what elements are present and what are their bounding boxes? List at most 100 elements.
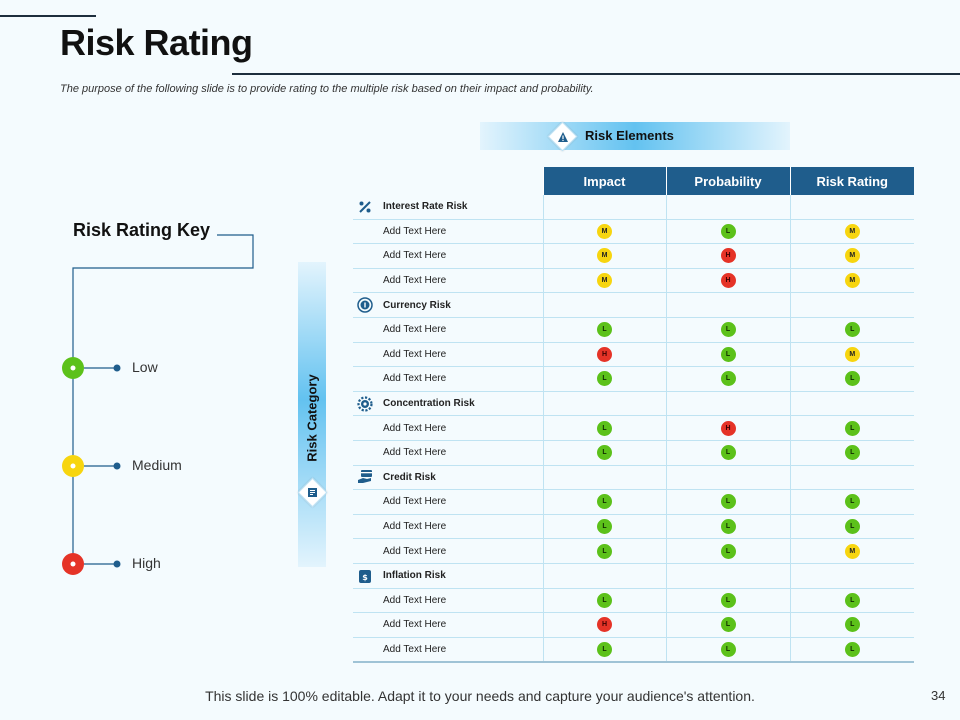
risk-category-badge xyxy=(297,477,328,508)
footer-note: This slide is 100% editable. Adapt it to… xyxy=(205,688,755,704)
empty-cell xyxy=(542,563,666,589)
rating-cell: M xyxy=(789,219,914,245)
rating-cell: L xyxy=(542,366,666,392)
risk-key-title: Risk Rating Key xyxy=(73,220,211,240)
row-label: Add Text Here xyxy=(353,489,543,515)
rating-cell: L xyxy=(542,317,666,343)
rating-dot: L xyxy=(844,494,860,510)
category-row-currency-risk: Currency Risk xyxy=(353,292,914,318)
document-icon xyxy=(308,488,317,497)
table-row: Add Text Here M H M xyxy=(353,268,914,294)
category-cell: $ Inflation Risk xyxy=(353,563,543,589)
empty-cell xyxy=(665,292,790,318)
rating-dot: L xyxy=(597,543,612,559)
title-accent-line xyxy=(0,15,96,17)
category-name: Currency Risk xyxy=(383,299,451,311)
table-row: Add Text Here L L L xyxy=(353,637,914,664)
rating-dot: L xyxy=(720,445,736,461)
rating-dot: L xyxy=(720,322,736,338)
row-label: Add Text Here xyxy=(353,317,543,343)
rating-cell: L xyxy=(789,514,914,540)
rating-cell: L xyxy=(665,538,790,564)
category-row-inflation-risk: $ Inflation Risk xyxy=(353,563,914,589)
category-cell: Concentration Risk xyxy=(353,391,543,417)
high-level-marker xyxy=(62,553,84,575)
rating-cell: L xyxy=(665,440,790,466)
rating-dot: M xyxy=(844,543,860,559)
credit-card-hand-icon xyxy=(357,469,373,485)
page-title: Risk Rating xyxy=(60,22,253,63)
risk-rating-table: Impact Probability Risk Rating Interest … xyxy=(353,167,914,664)
rating-cell: L xyxy=(542,440,666,466)
table-header-row: Impact Probability Risk Rating xyxy=(353,167,914,195)
page-number: 34 xyxy=(931,688,946,703)
rating-cell: M xyxy=(542,219,666,245)
table-row: Add Text Here H L L xyxy=(353,612,914,638)
category-cell: Currency Risk xyxy=(353,292,543,318)
risk-elements-badge xyxy=(547,121,578,152)
rating-dot: L xyxy=(844,371,860,387)
rating-cell: L xyxy=(542,588,666,614)
svg-text:$: $ xyxy=(362,573,368,582)
empty-cell xyxy=(789,195,914,220)
rating-cell: L xyxy=(665,637,790,664)
rating-cell: L xyxy=(789,588,914,614)
rating-dot: L xyxy=(720,371,736,387)
row-label: Add Text Here xyxy=(353,243,543,269)
empty-cell xyxy=(789,465,914,491)
currency-coin-icon xyxy=(357,297,373,313)
high-level-label: High xyxy=(132,555,161,571)
rating-dot: M xyxy=(597,248,612,264)
row-label: Add Text Here xyxy=(353,342,543,368)
rating-cell: L xyxy=(665,219,790,245)
medium-level-label: Medium xyxy=(132,457,182,473)
empty-cell xyxy=(665,465,790,491)
warning-icon xyxy=(557,131,568,142)
rating-dot: L xyxy=(720,494,736,510)
risk-category-bar xyxy=(298,262,326,567)
table-row: Add Text Here L L L xyxy=(353,588,914,614)
rating-dot: L xyxy=(597,371,612,387)
table-header-empty xyxy=(353,167,543,195)
category-name: Concentration Risk xyxy=(383,398,475,410)
rating-cell: L xyxy=(542,514,666,540)
row-label: Add Text Here xyxy=(353,268,543,294)
empty-cell xyxy=(542,465,666,491)
table-row: Add Text Here L L L xyxy=(353,440,914,466)
row-label: Add Text Here xyxy=(353,415,543,441)
rating-cell: M xyxy=(789,268,914,294)
rating-cell: H xyxy=(665,268,790,294)
rating-dot: L xyxy=(597,420,612,436)
rating-dot: H xyxy=(720,273,736,289)
empty-cell xyxy=(789,391,914,417)
rating-cell: L xyxy=(789,415,914,441)
rating-cell: M xyxy=(789,538,914,564)
empty-cell xyxy=(542,292,666,318)
table-row: Add Text Here L L L xyxy=(353,489,914,515)
rating-cell: L xyxy=(665,366,790,392)
rating-cell: L xyxy=(789,366,914,392)
title-divider xyxy=(232,73,960,75)
rating-cell: M xyxy=(789,243,914,269)
rating-dot: M xyxy=(844,346,860,362)
rating-dot: H xyxy=(597,617,612,633)
row-label: Add Text Here xyxy=(353,440,543,466)
row-label: Add Text Here xyxy=(353,612,543,638)
category-cell: Interest Rate Risk xyxy=(353,195,543,220)
rating-dot: M xyxy=(844,248,860,264)
rating-dot: L xyxy=(720,617,736,633)
low-level-label: Low xyxy=(132,359,158,375)
money-bag-icon: $ xyxy=(357,568,373,584)
percentage-icon xyxy=(357,199,373,215)
risk-elements-banner xyxy=(480,122,790,150)
table-row: Add Text Here L L L xyxy=(353,366,914,392)
rating-dot: L xyxy=(844,617,860,633)
rating-cell: L xyxy=(665,514,790,540)
rating-dot: L xyxy=(720,519,736,535)
rating-cell: H xyxy=(665,243,790,269)
table-row: Add Text Here L H L xyxy=(353,415,914,441)
rating-dot: L xyxy=(597,519,612,535)
rating-cell: L xyxy=(789,489,914,515)
rating-cell: L xyxy=(665,588,790,614)
rating-dot: L xyxy=(597,592,612,608)
